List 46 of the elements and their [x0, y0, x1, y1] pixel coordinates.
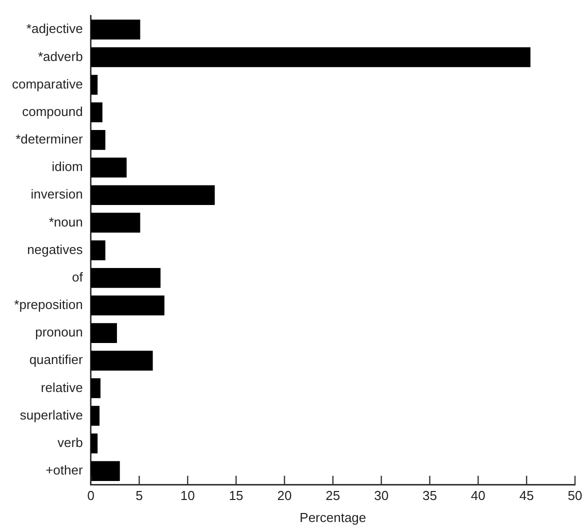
- bar: [90, 350, 153, 371]
- y-tick-label: *determiner: [16, 132, 84, 147]
- bar: [90, 323, 117, 343]
- bar: [90, 185, 215, 206]
- x-tick-label: 40: [470, 488, 486, 504]
- y-tick-label: *preposition: [14, 297, 83, 312]
- y-tick-label: inversion: [30, 186, 83, 202]
- x-tick-label: 25: [326, 488, 340, 504]
- y-tick-label: +other: [46, 462, 84, 478]
- y-tick-label: compound: [22, 104, 83, 119]
- x-tick-label: 35: [422, 488, 437, 504]
- y-tick-label: of: [72, 269, 84, 284]
- x-tick-label: 30: [374, 488, 389, 504]
- y-tick-label: verb: [58, 434, 83, 450]
- x-tick-label: 0: [87, 488, 94, 504]
- x-tick-label: 15: [228, 488, 244, 504]
- y-tick-label: relative: [40, 380, 83, 395]
- y-tick-label: *adjective: [26, 21, 83, 36]
- y-tick-label: pronoun: [35, 324, 83, 340]
- y-tick-label: comparative: [12, 76, 83, 92]
- y-tick-label: idiom: [52, 159, 83, 174]
- x-tick-label: 10: [180, 488, 195, 504]
- bar: [90, 102, 102, 122]
- y-tick-label: *adverb: [38, 48, 83, 64]
- bar: [90, 378, 100, 398]
- x-tick-label: 50: [568, 488, 582, 504]
- bar: [90, 268, 161, 288]
- bar: [90, 461, 120, 481]
- bar: [90, 240, 106, 260]
- x-tick-label: 20: [277, 488, 292, 504]
- x-tick-label: 5: [136, 488, 143, 504]
- y-tick-label: negatives: [27, 242, 84, 257]
- bar: [90, 406, 100, 426]
- bar: [90, 433, 98, 454]
- bar: [90, 130, 106, 150]
- bar: [90, 158, 127, 178]
- x-tick-label: 45: [519, 488, 534, 504]
- y-tick-label: *noun: [48, 214, 83, 230]
- bar: [90, 47, 530, 68]
- bar: [90, 74, 98, 95]
- bar: [90, 296, 164, 316]
- y-tick-label: superlative: [20, 407, 83, 422]
- x-axis-title: Percentage: [300, 510, 366, 525]
- bar: [90, 20, 140, 40]
- y-tick-label: quantifier: [29, 352, 84, 368]
- bar: [90, 212, 140, 233]
